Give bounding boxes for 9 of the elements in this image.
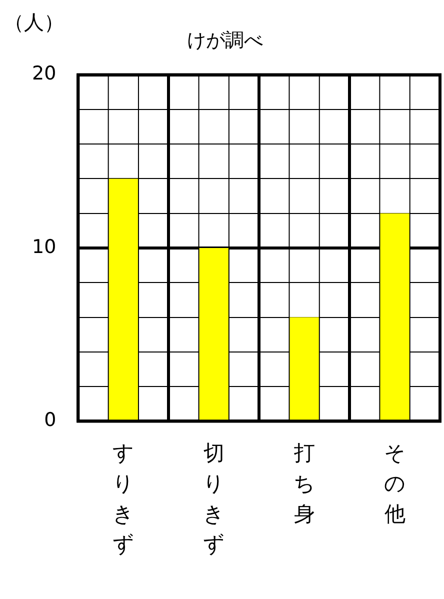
y-tick-label: 10 bbox=[32, 236, 56, 258]
x-tick-label: すりきず bbox=[112, 440, 134, 556]
x-tick-label: その他 bbox=[384, 440, 406, 526]
x-tick-label: 切りきず bbox=[202, 440, 225, 556]
y-tick-label: 20 bbox=[32, 62, 56, 85]
chart-title: けが調べ bbox=[187, 29, 263, 52]
y-axis-title: （人） bbox=[4, 10, 64, 34]
x-tick-label: 打ち身 bbox=[292, 440, 316, 526]
y-tick-label: 0 bbox=[44, 409, 56, 432]
